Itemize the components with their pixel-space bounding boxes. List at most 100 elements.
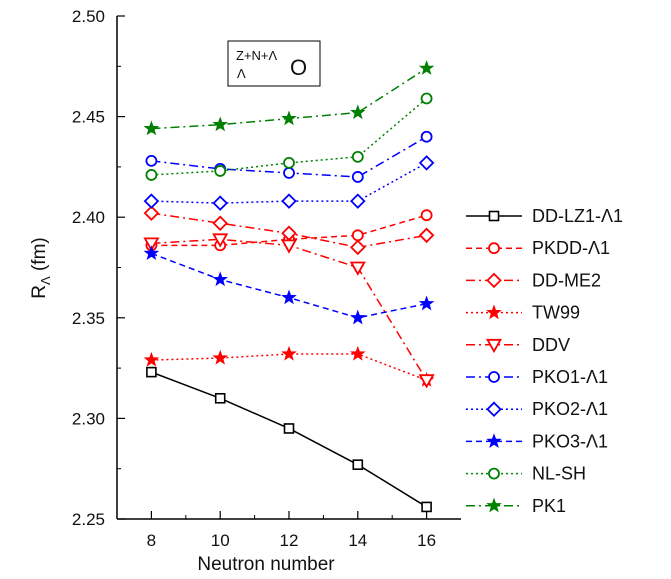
annotation-symbol: O (290, 55, 307, 80)
y-axis-title-sub: Λ (38, 276, 53, 285)
legend-item-pko1-1: PKO1-Λ1 (466, 367, 608, 387)
series-ddv (143, 233, 435, 389)
data-point-ddv (212, 233, 229, 248)
data-point-dd-me2 (143, 205, 160, 221)
series-line-dd-lz1-1 (151, 371, 427, 508)
data-point-nl-sh (283, 156, 295, 169)
legend-marker-dd-lz1-1 (488, 210, 500, 222)
y-tick-label: 2.45 (72, 108, 105, 127)
legend-marker-dd-me2 (486, 272, 502, 289)
series-pk1 (143, 60, 435, 136)
series-dd-lz1-1 (146, 366, 432, 513)
data-point-tw99 (281, 345, 297, 361)
data-point-pkdd-1 (420, 209, 433, 222)
legend-item-nl-sh: NL-SH (466, 464, 586, 484)
legend-label: PK1 (532, 496, 566, 516)
legend-label: PKO3-Λ1 (532, 431, 608, 451)
annotation-box (227, 40, 321, 87)
legend-label: DD-LZ1-Λ1 (532, 206, 623, 226)
series-tw99 (143, 345, 435, 387)
y-tick-label: 2.25 (72, 510, 105, 529)
x-tick-label: 10 (211, 531, 230, 550)
data-point-pk1 (143, 120, 160, 136)
legend-label: DDV (532, 335, 570, 355)
data-point-tw99 (350, 345, 366, 361)
axes: 2.25 2.30 2.35 2.40 2.45 2.50 8 10 12 14 16 (72, 7, 461, 550)
y-tick-label: 2.40 (72, 208, 105, 227)
legend: DD-LZ1-Λ1 PKDD-Λ1 DD-ME2 TW99 DDV PKO1-Λ1 PKO2… (466, 206, 623, 516)
annotation-pre-subscript: Λ (237, 66, 246, 81)
legend-label: DD-ME2 (532, 270, 601, 290)
data-point-pko2-1 (350, 193, 366, 209)
legend-marker-pkdd-1 (488, 242, 500, 255)
svg-text:RΛ (fm): RΛ (fm) (29, 237, 53, 298)
data-point-pk1 (281, 110, 297, 126)
y-axis-title-base: R (29, 285, 50, 299)
x-tick-label: 8 (147, 531, 156, 550)
data-point-dd-lz1-1 (352, 459, 364, 470)
series-line-pkdd-1 (151, 214, 427, 247)
legend-marker-nl-sh (488, 467, 500, 480)
data-point-pkdd-1 (351, 229, 364, 242)
series-pko1-1 (145, 130, 433, 183)
legend-marker-ddv (485, 338, 503, 354)
data-point-pko3-1 (143, 245, 160, 261)
legend-label: NL-SH (532, 464, 586, 484)
series-line-nl-sh (151, 97, 428, 176)
legend-item-ddv: DDV (466, 335, 570, 355)
legend-label: TW99 (532, 303, 580, 323)
x-tick-label: 12 (280, 531, 299, 550)
x-axis-title: Neutron number (197, 554, 335, 575)
y-tick-label: 2.50 (72, 7, 105, 26)
data-point-pko1-1 (420, 130, 433, 143)
series-line-pko3-1 (151, 252, 427, 319)
data-point-pko2-1 (281, 193, 297, 209)
data-point-ddv (143, 237, 160, 252)
y-tick-label: 2.35 (72, 309, 105, 328)
data-point-tw99 (143, 351, 160, 367)
legend-label: PKO2-Λ1 (532, 399, 608, 419)
data-point-pko1-1 (283, 167, 295, 179)
legend-item-pk1: PK1 (466, 496, 566, 516)
legend-marker-pko2-1 (486, 401, 502, 417)
legend-marker-pko3-1 (486, 433, 502, 449)
data-point-ddv (349, 261, 366, 276)
data-point-dd-lz1-1 (146, 366, 157, 378)
series-line-pko2-1 (151, 162, 427, 204)
legend-item-pko3-1: PKO3-Λ1 (466, 431, 608, 451)
legend-item-dd-me2: DD-ME2 (466, 270, 601, 290)
data-point-ddv (280, 239, 298, 254)
data-point-pko2-1 (418, 155, 435, 171)
data-point-pko1-1 (145, 154, 158, 167)
data-point-ddv (418, 374, 435, 389)
data-point-dd-me2 (350, 239, 366, 256)
data-point-tw99 (212, 349, 228, 365)
data-point-pk1 (212, 116, 228, 132)
y-axis-title: RΛ (fm) (29, 237, 53, 298)
data-point-nl-sh (214, 165, 227, 177)
series-group (143, 60, 435, 513)
legend-item-pko2-1: PKO2-Λ1 (466, 399, 608, 419)
series-pko3-1 (143, 245, 435, 325)
data-point-pko3-1 (418, 295, 435, 311)
data-point-nl-sh (145, 169, 158, 181)
x-tick-label: 14 (348, 531, 367, 550)
legend-item-pkdd-1: PKDD-Λ1 (466, 238, 610, 258)
data-point-pko2-1 (212, 195, 228, 211)
legend-marker-pko1-1 (488, 371, 500, 383)
legend-marker-tw99 (486, 304, 502, 320)
data-point-pk1 (350, 104, 366, 120)
legend-label: PKDD-Λ1 (532, 238, 610, 258)
data-point-nl-sh (420, 92, 433, 105)
legend-item-tw99: TW99 (466, 303, 580, 323)
series-line-tw99 (151, 353, 427, 381)
y-tick-label: 2.30 (72, 409, 105, 428)
data-point-pk1 (418, 60, 435, 75)
series-nl-sh (145, 92, 433, 181)
legend-item-dd-lz1-1: DD-LZ1-Λ1 (466, 206, 623, 226)
series-pko2-1 (143, 155, 435, 211)
annotation-pre-superscript: Z+N+Λ (236, 48, 278, 63)
legend-label: PKO1-Λ1 (532, 367, 608, 387)
series-dd-me2 (143, 205, 435, 256)
